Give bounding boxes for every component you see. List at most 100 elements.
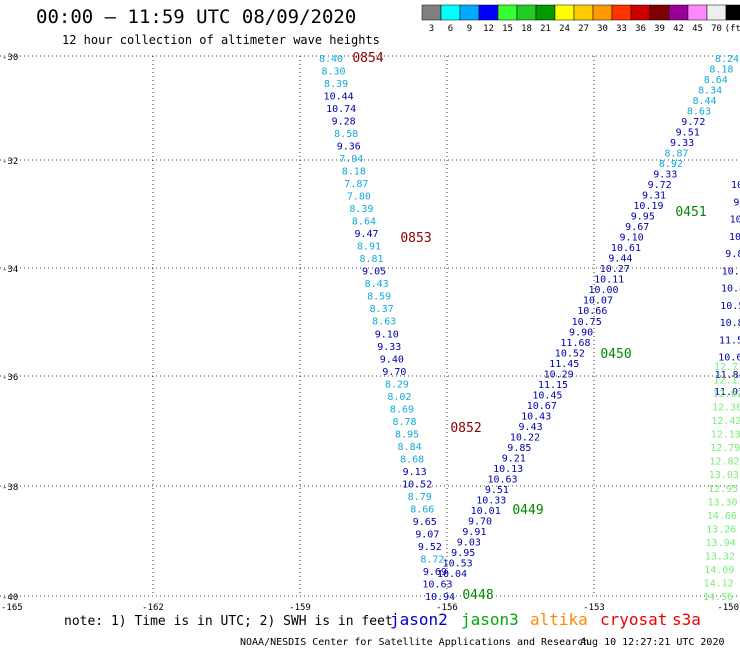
latitude-label: -32 bbox=[2, 157, 18, 167]
legend-swatch bbox=[459, 4, 480, 21]
swh-value: 14.56 bbox=[703, 592, 733, 603]
swh-value: 9.90 bbox=[569, 327, 593, 338]
swh-value: 9.8 bbox=[725, 249, 740, 260]
latitude-label: -30 bbox=[2, 53, 18, 63]
swh-value: 10.6 bbox=[718, 353, 740, 364]
swh-value: 10.5 bbox=[720, 301, 740, 312]
swh-value: 8.64 bbox=[704, 75, 728, 86]
pass-time: 0852 bbox=[450, 421, 481, 436]
swh-value: 9.95 bbox=[451, 548, 475, 559]
swh-value: 12.95 bbox=[708, 484, 738, 495]
swh-value: 10.44 bbox=[324, 92, 354, 103]
legend-swatch bbox=[478, 4, 499, 21]
swh-value: 14.12 bbox=[704, 578, 734, 589]
swh-value: 12.36 bbox=[712, 403, 740, 414]
pass-time: 0449 bbox=[512, 503, 543, 518]
swh-value: 10.22 bbox=[510, 432, 540, 443]
swh-value: 11.45 bbox=[549, 359, 579, 370]
legend-label: 3 bbox=[429, 24, 434, 34]
swh-value: 9.72 bbox=[681, 117, 705, 128]
swh-value: 8.69 bbox=[390, 404, 414, 415]
swh-value: 9.67 bbox=[625, 222, 649, 233]
swh-value: 11.15 bbox=[538, 380, 568, 391]
swh-value: 8.95 bbox=[395, 429, 419, 440]
swh-value: 10.61 bbox=[611, 243, 641, 254]
map-footer: note: 1) Time is in UTC; 2) SWH is in fe… bbox=[64, 610, 725, 648]
swh-value: 14.09 bbox=[704, 565, 734, 576]
legend-swatch bbox=[440, 4, 461, 21]
swh-value: 9.03 bbox=[457, 537, 481, 548]
swh-value: 10.74 bbox=[326, 104, 356, 115]
credit-line: NOAA/NESDIS Center for Satellite Applica… bbox=[240, 637, 589, 648]
swh-value: 8.63 bbox=[372, 317, 396, 328]
legend-swatch bbox=[649, 4, 670, 21]
legend-label: 45 bbox=[692, 24, 703, 34]
swh-value: 9.69 bbox=[423, 567, 447, 578]
swh-value: 9.65 bbox=[413, 517, 437, 528]
pass-time: 0451 bbox=[675, 205, 706, 220]
legend-swatch bbox=[497, 4, 518, 21]
swh-value: 9.51 bbox=[676, 128, 700, 139]
swh-value: 8.39 bbox=[349, 204, 373, 215]
swh-value: 9.70 bbox=[468, 516, 492, 527]
swh-value: 12.11 bbox=[713, 376, 740, 387]
swh-value: 8.59 bbox=[367, 292, 391, 303]
swh-value: 10 bbox=[729, 232, 740, 243]
swh-value: 9.13 bbox=[403, 467, 427, 478]
swh-value: 10.45 bbox=[532, 390, 562, 401]
swh-value: 10.53 bbox=[443, 558, 473, 569]
swh-value: 10.01 bbox=[471, 506, 501, 517]
legend-label: 9 bbox=[467, 24, 472, 34]
page-title: 00:00 – 11:59 UTC 08/09/2020 bbox=[36, 6, 357, 28]
swh-value: 9.07 bbox=[415, 529, 439, 540]
legend-swatch bbox=[706, 4, 727, 21]
swh-value: 10.94 bbox=[425, 592, 455, 603]
swh-value: 10.04 bbox=[437, 569, 467, 580]
legend-label: 42 bbox=[673, 24, 684, 34]
legend-label: 12 bbox=[483, 24, 494, 34]
swh-value: 12.79 bbox=[710, 443, 740, 454]
swh-value: 10 bbox=[730, 215, 740, 226]
swh-value: 8.91 bbox=[357, 242, 381, 253]
swh-value: 10.8 bbox=[721, 284, 740, 295]
swh-value: 8.66 bbox=[410, 504, 434, 515]
legend-swatch bbox=[535, 4, 556, 21]
legend-label: 33 bbox=[616, 24, 627, 34]
swh-value: 10 bbox=[731, 180, 740, 191]
legend-swatch bbox=[592, 4, 613, 21]
swh-value: 9.31 bbox=[642, 191, 666, 202]
swh-value: 12.71 bbox=[714, 362, 740, 373]
legend-swatch bbox=[611, 4, 632, 21]
swh-value: 9.33 bbox=[377, 342, 401, 353]
swh-value: 8.92 bbox=[659, 159, 683, 170]
swh-value: 8.81 bbox=[360, 254, 384, 265]
swh-value: 12.02 bbox=[713, 389, 740, 400]
latitude-labels: -30 -32 -34 -36 -38 -40 bbox=[2, 53, 18, 603]
latitude-label: -34 bbox=[2, 265, 18, 275]
longitude-label: -162 bbox=[142, 603, 164, 613]
swh-value: 8.72 bbox=[420, 554, 444, 565]
swh-value: 9.28 bbox=[332, 117, 356, 128]
latitude-label: -40 bbox=[2, 593, 18, 603]
swh-value: 10.33 bbox=[476, 495, 506, 506]
longitude-label: -165 bbox=[1, 603, 23, 613]
swh-value: 9.52 bbox=[418, 542, 442, 553]
swh-value: 8.40 bbox=[319, 54, 343, 65]
legend-label: 39 bbox=[654, 24, 665, 34]
legend-swatch bbox=[573, 4, 594, 21]
longitude-label: -159 bbox=[289, 603, 311, 613]
satellite-legend-altika: altika bbox=[530, 610, 588, 629]
swh-value: 10.11 bbox=[594, 275, 624, 286]
swh-value: 9.44 bbox=[608, 254, 632, 265]
satellite-legend-cryosat: cryosat bbox=[600, 610, 667, 629]
swh-value: 8.63 bbox=[687, 107, 711, 118]
legend-swatch bbox=[516, 4, 537, 21]
satellite-legend-jason3: jason3 bbox=[461, 610, 519, 629]
satellite-legend-jason2: jason2 bbox=[390, 610, 448, 629]
swh-value: 12.13 bbox=[711, 430, 740, 441]
swh-value: 8.79 bbox=[408, 492, 432, 503]
swh-value: 13.30 bbox=[707, 497, 737, 508]
swh-value: 10.52 bbox=[555, 348, 585, 359]
longitude-label: -153 bbox=[583, 603, 605, 613]
